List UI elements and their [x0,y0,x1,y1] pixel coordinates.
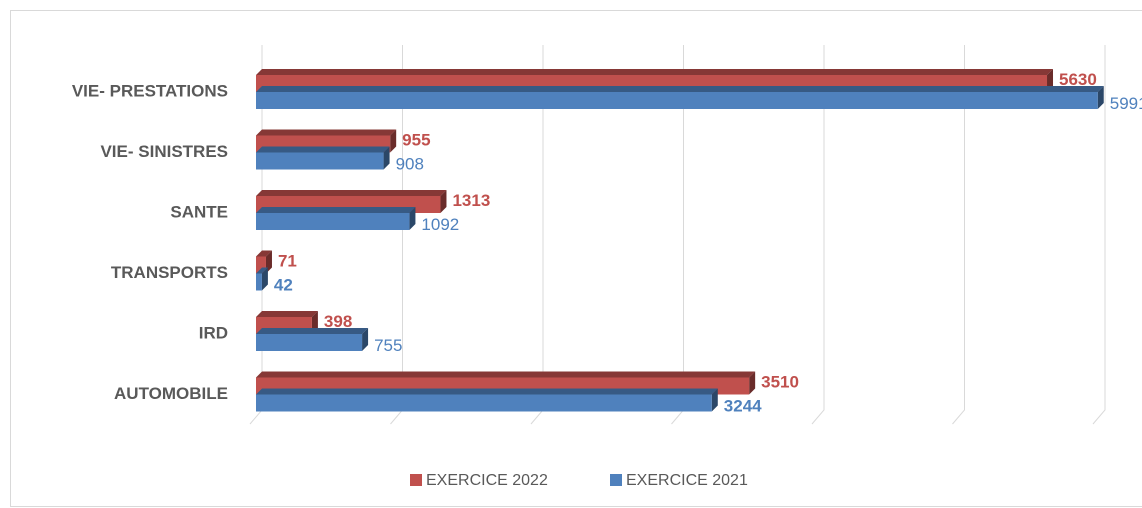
data-label: 755 [374,336,402,355]
bar-top [256,129,397,136]
bar-side [409,207,416,230]
grid-line [811,45,825,425]
data-label: 3244 [724,396,762,415]
y-tick-label: SANTE [170,202,228,221]
bar-top [256,69,1054,75]
grid-line [1092,45,1106,425]
data-label: 908 [396,154,424,173]
y-tick-label: VIE- PRESTATIONS [72,81,228,100]
data-label: 42 [274,275,293,294]
y-tick-label: AUTOMOBILE [114,384,228,403]
bar-top [256,371,756,378]
bar-top [256,190,447,196]
data-label: 398 [324,312,352,331]
bar [256,92,1098,109]
y-tick-label: TRANSPORTS [111,263,228,282]
legend-swatch [610,474,622,486]
grid-line [952,45,965,425]
legend-swatch [410,474,422,486]
bar [256,273,262,291]
bar [256,152,384,170]
bar [256,334,363,351]
legend-label: EXERCICE 2022 [426,472,548,489]
bar-side [440,190,447,213]
data-label: 3510 [761,372,799,391]
bar-top [256,86,1104,92]
bar-side [1097,86,1104,109]
bar-top [256,146,390,153]
y-tick-label: VIE- SINISTRES [100,142,228,161]
data-label: 71 [278,251,297,270]
data-label: 1313 [452,191,490,210]
bar [256,394,712,412]
data-label: 1092 [421,215,459,234]
bar-side [749,371,756,395]
bar-top [256,388,718,395]
y-tick-label: IRD [199,323,228,342]
bar-top [256,328,369,334]
bar-side [383,146,390,170]
bar-top [256,250,272,257]
bar-top [256,207,416,213]
bar [256,213,410,230]
bar-side [711,388,718,412]
bar-top [256,267,268,274]
bar [256,256,266,274]
bar-top [256,311,318,317]
bar-side [362,328,369,351]
data-label: 955 [402,130,430,149]
bar-side [390,129,397,153]
data-label: 5630 [1059,70,1097,89]
legend-label: EXERCICE 2021 [626,472,748,489]
data-label: 5991 [1110,94,1142,113]
bar-side [261,267,268,291]
